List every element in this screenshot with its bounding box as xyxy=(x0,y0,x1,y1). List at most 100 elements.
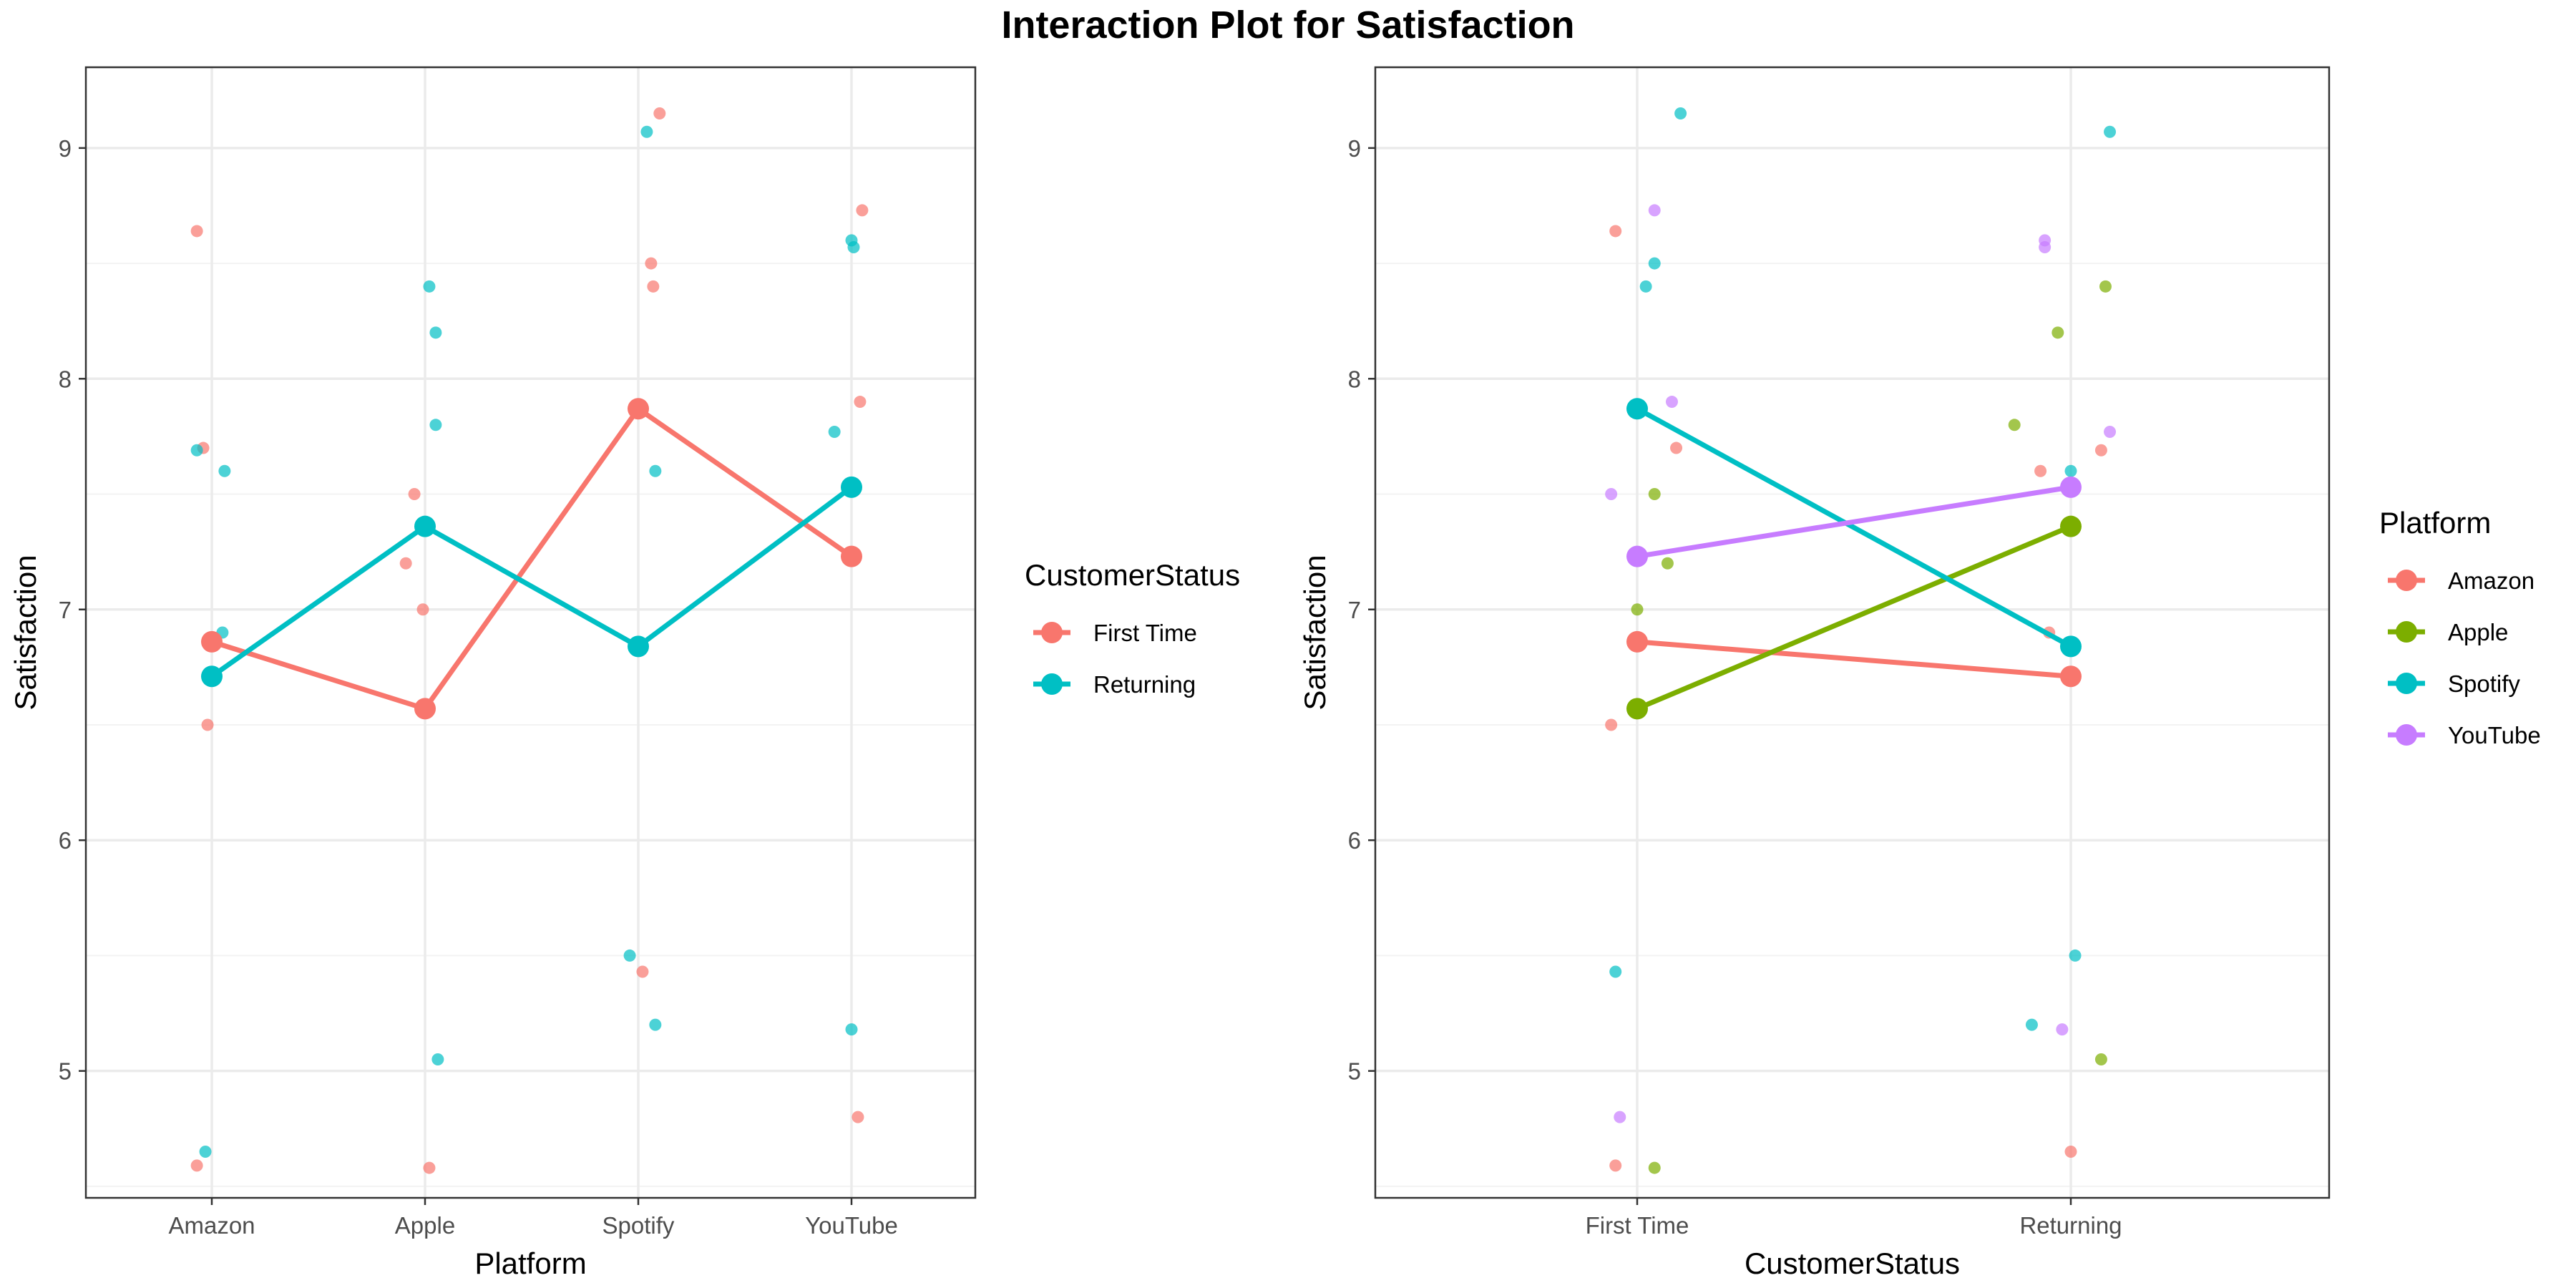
data-point-apple xyxy=(2008,419,2021,431)
data-point-returning xyxy=(828,425,841,438)
data-point-amazon xyxy=(2034,464,2047,477)
data-point-apple xyxy=(1661,557,1674,570)
y-tick-label: 8 xyxy=(1348,366,1361,392)
data-point-spotify xyxy=(2064,464,2077,477)
y-tick-label: 7 xyxy=(59,597,72,623)
mean-point-first-time xyxy=(628,398,649,420)
chart-panel-2: 5 6 7 8 9 First Time Returning CustomerStatus Sa… xyxy=(1298,66,2541,1280)
data-point-returning xyxy=(423,280,436,293)
y-axis-title: Satisfaction xyxy=(1298,555,1332,710)
panel-border xyxy=(84,66,977,1199)
series-line-first-time xyxy=(210,405,853,712)
data-point-returning xyxy=(218,464,231,477)
y-tick-label: 5 xyxy=(1348,1058,1361,1085)
data-point-spotify xyxy=(1609,965,1622,978)
legend-key-point xyxy=(2396,570,2417,591)
legend-title: Platform xyxy=(2379,506,2491,540)
y-tick-label: 8 xyxy=(59,366,72,392)
data-point-returning xyxy=(649,1018,662,1031)
data-point-first-time xyxy=(653,107,666,119)
data-point-first-time xyxy=(190,1159,203,1172)
series-line-youtube xyxy=(1636,484,2072,560)
mean-point-returning xyxy=(414,515,436,537)
data-point-returning xyxy=(847,241,860,254)
legend-label-youtube: YouTube xyxy=(2448,722,2541,748)
legend-label-apple: Apple xyxy=(2448,619,2508,645)
data-point-apple xyxy=(1648,488,1661,501)
data-point-youtube xyxy=(2056,1023,2069,1036)
mean-point-spotify xyxy=(2060,635,2082,658)
data-point-returning xyxy=(190,444,203,457)
series-line-apple xyxy=(1636,524,2072,711)
data-point-first-time xyxy=(399,557,412,570)
data-point-returning xyxy=(431,1053,444,1066)
panel-border xyxy=(1374,66,2331,1199)
data-point-first-time xyxy=(423,1161,436,1174)
plot-area xyxy=(1375,67,2329,1198)
mean-point-apple xyxy=(2060,515,2082,537)
data-point-first-time xyxy=(408,488,421,501)
data-point-youtube xyxy=(1648,204,1661,217)
mean-point-youtube xyxy=(1626,545,1648,567)
legend-key-point xyxy=(2396,724,2417,746)
legend-key-point xyxy=(2396,673,2417,694)
figure-title: Interaction Plot for Satisfaction xyxy=(1001,4,1575,47)
y-tick-label: 6 xyxy=(1348,827,1361,854)
data-point-youtube xyxy=(2104,425,2117,438)
legend-key-point xyxy=(1041,673,1063,695)
y-tick-label: 7 xyxy=(1348,597,1361,623)
data-point-first-time xyxy=(201,718,214,731)
data-point-spotify xyxy=(1674,107,1687,119)
y-tick-label: 6 xyxy=(59,827,72,854)
data-point-first-time xyxy=(852,1111,864,1123)
data-point-spotify xyxy=(2069,949,2082,962)
y-tick-label: 9 xyxy=(59,135,72,162)
data-point-youtube xyxy=(1614,1111,1626,1123)
data-point-amazon xyxy=(2064,1146,2077,1158)
legend-label-spotify: Spotify xyxy=(2448,670,2520,697)
data-point-spotify xyxy=(2104,125,2117,138)
legend: CustomerStatus First Time Returning xyxy=(1025,558,1240,698)
data-point-amazon xyxy=(1670,441,1683,454)
data-point-amazon xyxy=(2094,444,2107,457)
legend-title: CustomerStatus xyxy=(1025,558,1240,592)
data-point-first-time xyxy=(416,603,429,616)
x-tick-label: Amazon xyxy=(168,1212,255,1239)
mean-point-apple xyxy=(1626,698,1648,720)
legend-label-returning: Returning xyxy=(1093,671,1196,698)
data-point-youtube xyxy=(1605,488,1618,501)
legend-key-point xyxy=(2396,621,2417,643)
data-point-returning xyxy=(623,949,636,962)
data-point-returning xyxy=(640,125,653,138)
series-line-amazon xyxy=(1636,639,2072,679)
x-axis-title: CustomerStatus xyxy=(1745,1246,1960,1280)
mean-point-first-time xyxy=(414,698,436,720)
data-point-returning xyxy=(845,1023,858,1036)
mean-point-first-time xyxy=(841,545,862,567)
data-point-apple xyxy=(1648,1161,1661,1174)
x-tick-label: Returning xyxy=(2019,1212,2122,1239)
mean-point-returning xyxy=(201,665,223,688)
mean-point-youtube xyxy=(2060,476,2082,498)
data-point-youtube xyxy=(2039,241,2051,254)
data-point-returning xyxy=(429,326,442,339)
chart-panel-1: 5 6 7 8 9 Amazon Apple Spotify YouTube Platform Sa… xyxy=(9,66,1240,1280)
mean-point-returning xyxy=(628,635,649,658)
data-point-returning xyxy=(649,464,662,477)
data-point-first-time xyxy=(645,257,658,270)
x-tick-label: Apple xyxy=(395,1212,455,1239)
y-tick-label: 5 xyxy=(59,1058,72,1085)
data-point-apple xyxy=(2051,326,2064,339)
data-point-spotify xyxy=(1639,280,1652,293)
data-point-first-time xyxy=(190,225,203,238)
x-tick-label: YouTube xyxy=(805,1212,898,1239)
data-point-amazon xyxy=(1605,718,1618,731)
data-point-apple xyxy=(2099,280,2112,293)
series-line-returning xyxy=(210,485,854,679)
legend-label-first-time: First Time xyxy=(1093,620,1197,646)
x-tick-label: Spotify xyxy=(602,1212,675,1239)
data-point-apple xyxy=(2094,1053,2107,1066)
x-axis-title: Platform xyxy=(474,1246,586,1280)
y-tick-label: 9 xyxy=(1348,135,1361,162)
